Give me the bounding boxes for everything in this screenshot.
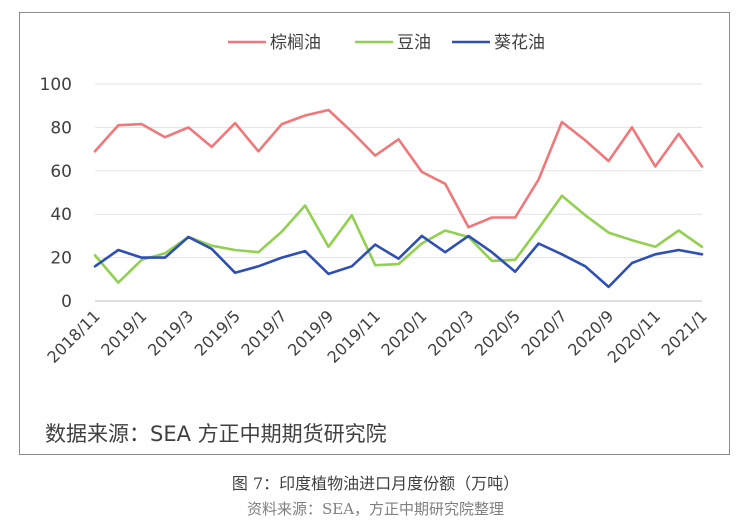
y-tick-label: 0 — [61, 292, 72, 312]
series-line-3 — [93, 234, 704, 289]
x-tick-label: 2019/7 — [237, 306, 290, 359]
x-tick-label: 2021/1 — [658, 306, 711, 359]
legend-label: 棕榈油 — [270, 33, 321, 53]
x-tick-label: 2020/7 — [518, 306, 571, 359]
chart-source-note: 数据来源：SEA 方正中期期货研究院 — [45, 422, 387, 446]
x-tick-label: 2020/5 — [471, 306, 524, 359]
x-tick-label: 2020/3 — [424, 306, 477, 359]
y-tick-label: 20 — [50, 249, 72, 269]
x-tick-label: 2018/11 — [43, 306, 103, 366]
x-tick-label: 2019/3 — [144, 306, 197, 359]
y-tick-label: 60 — [50, 162, 72, 182]
legend-label: 豆油 — [397, 33, 431, 53]
y-tick-label: 100 — [40, 75, 72, 95]
x-tick-label: 2020/1 — [377, 306, 430, 359]
figure-source: 资料来源：SEA，方正中期研究院整理 — [246, 500, 505, 518]
y-tick-label: 80 — [50, 118, 72, 138]
series-line-1 — [93, 108, 704, 229]
x-tick-label: 2019/5 — [191, 306, 244, 359]
y-tick-label: 40 — [50, 205, 72, 225]
chart-frame: 0 20 40 60 80 100 2018/11 2019/1 2019/3 2019/5 20… — [19, 12, 730, 455]
figure-caption: 图 7：印度植物油进口月度份额（万吨） — [231, 474, 520, 493]
x-tick-label: 2019/1 — [97, 306, 150, 359]
legend-label: 葵花油 — [494, 33, 545, 53]
